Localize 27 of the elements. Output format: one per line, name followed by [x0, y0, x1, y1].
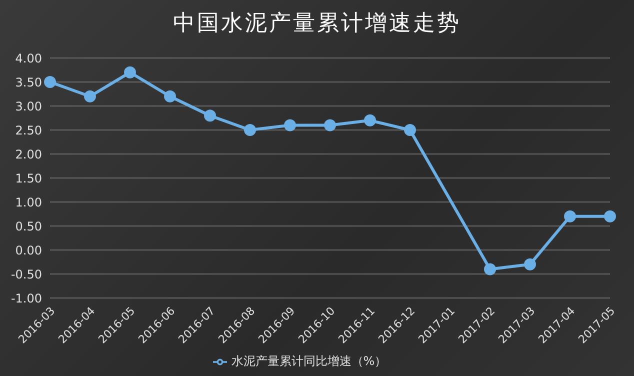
y-tick-label: 0.50 [15, 219, 42, 234]
point [84, 90, 96, 102]
point [564, 210, 576, 222]
y-tick-label: 1.50 [15, 171, 42, 186]
point [284, 119, 296, 132]
point [244, 124, 256, 136]
y-tick-label: 1.00 [15, 195, 42, 210]
point [204, 110, 216, 122]
point [164, 90, 176, 102]
y-tick-label: 0.00 [15, 243, 42, 258]
point [44, 76, 56, 88]
y-tick-label: 2.00 [15, 147, 42, 162]
y-tick-label: 3.50 [15, 75, 42, 90]
chart-title: 中国水泥产量累计增速走势 [172, 10, 462, 38]
y-tick-label: -0.50 [10, 267, 42, 282]
y-tick-label: 3.00 [15, 99, 42, 114]
y-tick-label: 2.50 [15, 123, 42, 138]
point [524, 258, 536, 270]
point [324, 119, 336, 132]
y-tick-label: 4.00 [15, 51, 42, 66]
legend-label: 水泥产量累计同比增速（%） [231, 354, 387, 368]
point [484, 263, 496, 276]
y-tick-label: -1.00 [10, 291, 42, 306]
point [604, 210, 616, 222]
point [404, 124, 416, 136]
point [364, 114, 376, 126]
point [124, 66, 136, 78]
